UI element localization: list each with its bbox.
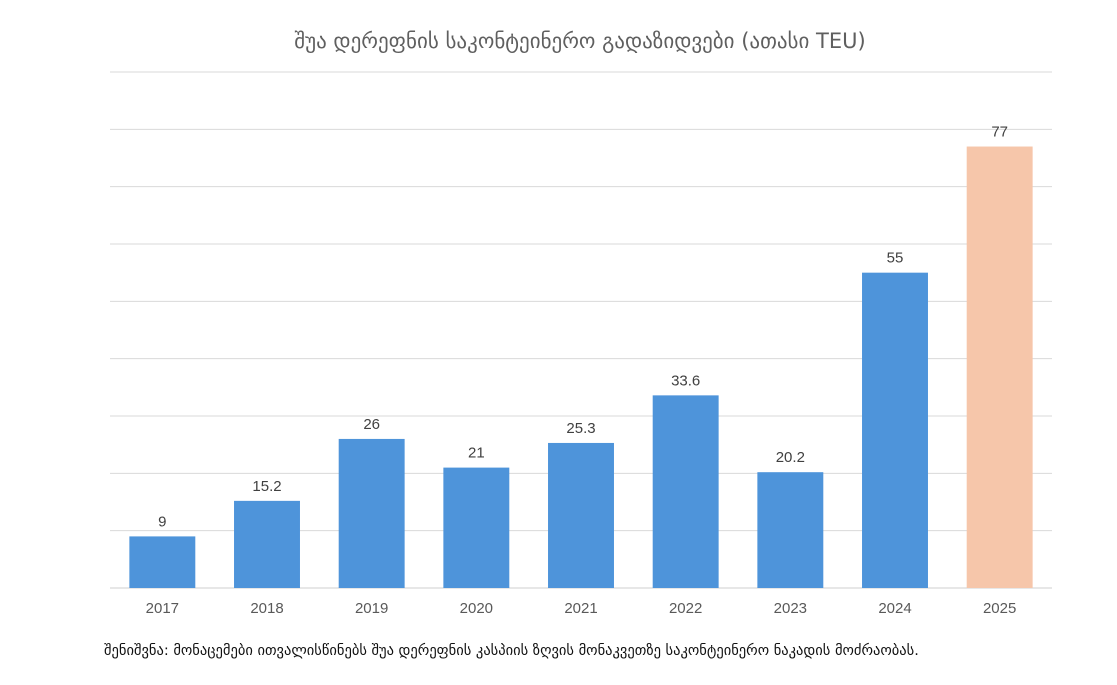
bar-2020: [443, 467, 510, 588]
data-label-2018: 15.2: [252, 478, 281, 495]
data-label-2022: 33.6: [671, 372, 700, 389]
bar-2022: [652, 395, 719, 588]
x-tick-2017: 2017: [146, 600, 179, 617]
footnote: შენიშვნა: მონაცემები ითვალისწინებს შუა დ…: [104, 643, 919, 659]
data-label-2025: 77: [991, 124, 1008, 141]
data-label-2017: 9: [158, 513, 166, 530]
data-label-2023: 20.2: [776, 449, 805, 466]
bar-2019: [338, 438, 405, 588]
data-label-2019: 26: [363, 416, 380, 433]
bar-2023: [757, 472, 824, 588]
x-tick-2025: 2025: [983, 600, 1016, 617]
x-tick-2019: 2019: [355, 600, 388, 617]
bar-2025: [966, 146, 1033, 589]
x-tick-2023: 2023: [774, 600, 807, 617]
bar-2021: [548, 442, 614, 588]
x-axis-ticks: 2017 2018 2019 2020 2021 2022 2023 2024 2025: [146, 600, 1017, 617]
x-tick-2020: 2020: [460, 600, 493, 617]
data-label-2020: 21: [468, 445, 485, 462]
bars: [129, 146, 1033, 589]
bar-2018: [234, 500, 300, 588]
bar-2024: [862, 272, 928, 588]
x-tick-2018: 2018: [250, 600, 283, 617]
bar-2017: [129, 536, 196, 588]
x-tick-2021: 2021: [564, 600, 597, 617]
data-label-2021: 25.3: [566, 420, 595, 437]
chart-title: შუა დერეფნის საკონტეინერო გადაზიდვები (ა…: [294, 29, 865, 53]
data-labels: 9 15.2 26 21 25.3 33.6 20.2 55 77: [158, 124, 1008, 531]
x-tick-2022: 2022: [669, 600, 702, 617]
data-label-2024: 55: [887, 250, 904, 267]
chart-svg: შუა დერეფნის საკონტეინერო გადაზიდვები (ა…: [110, 29, 1052, 617]
x-tick-2024: 2024: [878, 600, 911, 617]
